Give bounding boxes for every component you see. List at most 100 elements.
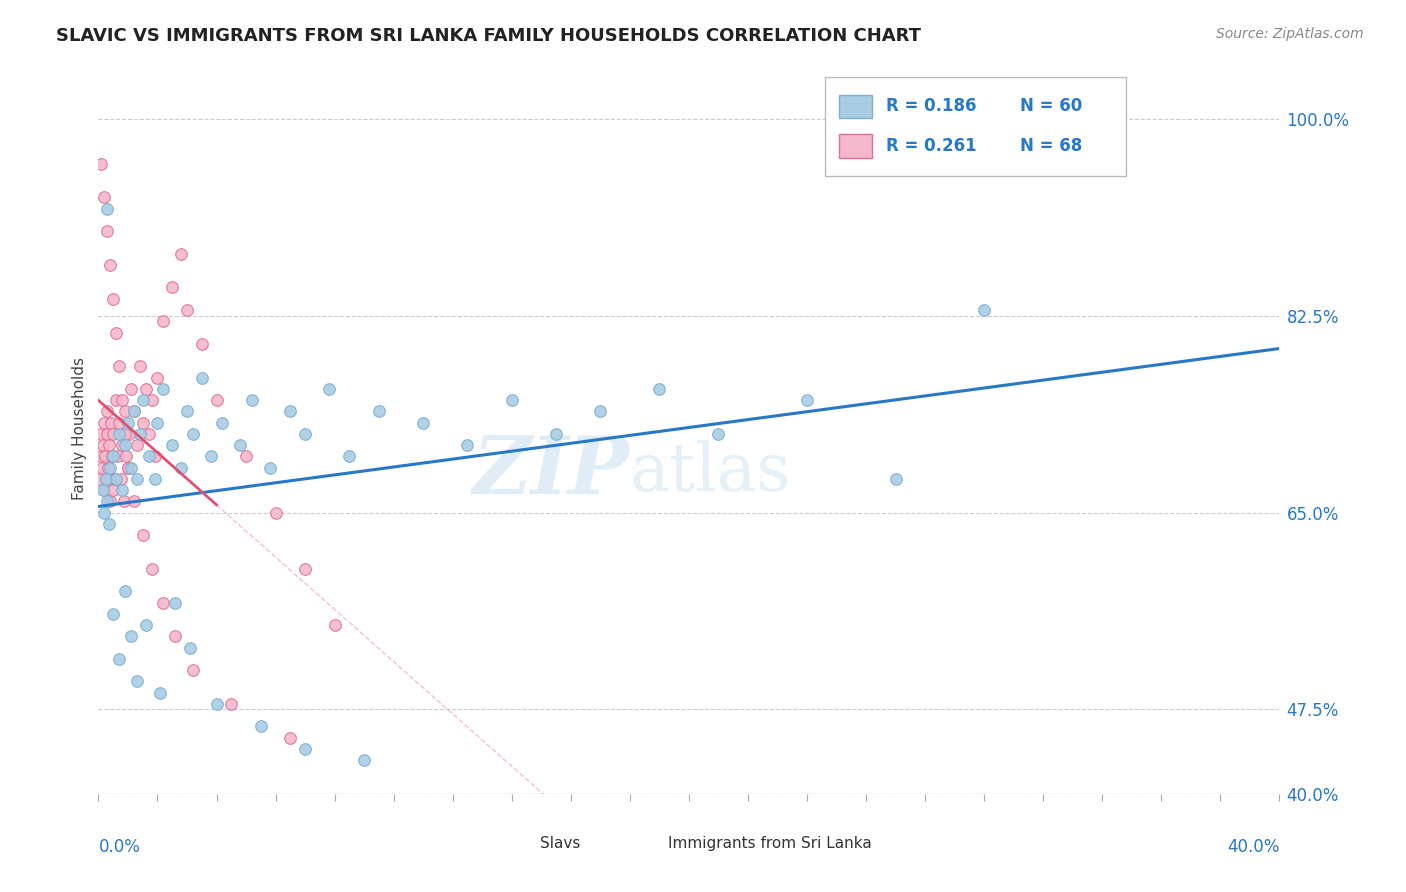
Text: Source: ZipAtlas.com: Source: ZipAtlas.com [1216, 27, 1364, 41]
Point [98, 460, 121, 475]
Point [114, 584, 136, 599]
Point [90, 157, 112, 171]
Point [412, 416, 434, 430]
Point [457, 438, 479, 452]
Point [93, 506, 115, 520]
Point [96, 202, 118, 216]
Text: N = 60: N = 60 [1019, 97, 1081, 115]
Point [122, 404, 145, 418]
Point [105, 472, 128, 486]
Text: atlas: atlas [630, 440, 792, 505]
Point [103, 426, 125, 441]
Point [146, 416, 169, 430]
Bar [839, 134, 872, 158]
Point [221, 697, 243, 711]
Point [294, 562, 316, 576]
Point [368, 404, 391, 418]
Point [114, 404, 136, 418]
Point [122, 404, 145, 418]
Point [170, 460, 193, 475]
Point [707, 426, 730, 441]
Point [94, 472, 117, 486]
Point [229, 438, 252, 452]
Point [93, 483, 115, 497]
Point [117, 416, 139, 430]
Point [176, 303, 198, 318]
Point [101, 483, 124, 497]
Point [165, 629, 187, 643]
Text: N = 68: N = 68 [1019, 136, 1081, 155]
Point [108, 426, 131, 441]
Point [105, 392, 128, 407]
Point [98, 472, 121, 486]
Text: R = 0.186: R = 0.186 [886, 97, 977, 115]
Point [114, 438, 136, 452]
Point [205, 392, 228, 407]
Y-axis label: Family Households: Family Households [72, 357, 87, 500]
Point [122, 494, 145, 508]
Point [200, 450, 222, 464]
Point [120, 382, 142, 396]
Text: 40.0%: 40.0% [1227, 838, 1279, 855]
Point [235, 450, 257, 464]
Point [165, 596, 187, 610]
Point [111, 483, 134, 497]
Point [280, 731, 302, 745]
Point [118, 426, 141, 441]
Point [132, 392, 155, 407]
Point [135, 382, 157, 396]
Point [97, 460, 120, 475]
Point [589, 404, 612, 418]
Point [98, 494, 121, 508]
Point [100, 450, 122, 464]
Point [91, 460, 114, 475]
Point [94, 472, 117, 486]
Point [648, 382, 671, 396]
Point [191, 336, 214, 351]
Point [264, 506, 287, 520]
Point [353, 753, 375, 767]
Point [96, 404, 118, 418]
Point [96, 224, 118, 238]
Bar [634, 832, 659, 855]
Point [143, 472, 166, 486]
Point [125, 438, 148, 452]
Point [128, 359, 150, 374]
Point [111, 392, 134, 407]
Point [94, 450, 117, 464]
Point [176, 404, 198, 418]
Point [132, 528, 155, 542]
Point [96, 426, 118, 441]
Point [211, 416, 233, 430]
Point [93, 416, 115, 430]
Point [114, 426, 136, 441]
Point [162, 438, 183, 452]
Point [91, 438, 114, 452]
Point [90, 450, 112, 464]
Point [108, 416, 131, 430]
Point [108, 359, 131, 374]
Point [89, 472, 111, 486]
Point [280, 404, 302, 418]
Point [162, 280, 183, 294]
Point [97, 516, 120, 531]
Point [105, 326, 128, 340]
Text: Immigrants from Sri Lanka: Immigrants from Sri Lanka [668, 836, 872, 851]
Point [152, 596, 174, 610]
Text: R = 0.261: R = 0.261 [886, 136, 977, 155]
Point [181, 663, 204, 677]
Point [98, 258, 121, 272]
Text: ZIP: ZIP [472, 434, 630, 511]
Point [115, 450, 138, 464]
Point [294, 426, 316, 441]
Bar [839, 95, 872, 118]
Point [125, 674, 148, 689]
Point [141, 392, 163, 407]
Point [110, 472, 132, 486]
Point [152, 382, 174, 396]
Point [103, 292, 125, 306]
Point [132, 416, 155, 430]
Point [117, 460, 139, 475]
Point [546, 426, 568, 441]
Bar [506, 832, 531, 855]
